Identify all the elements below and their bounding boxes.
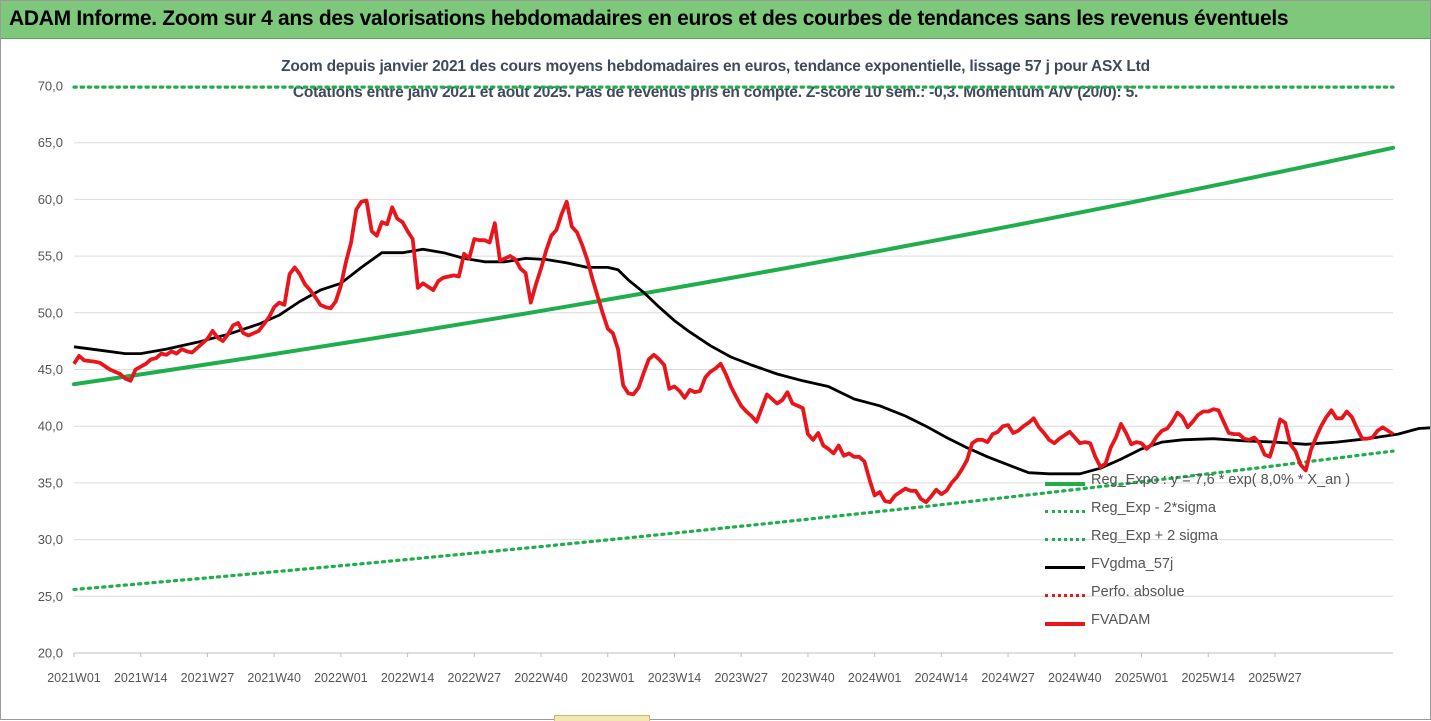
report-title: ADAM Informe. Zoom sur 4 ans des valoris… bbox=[9, 7, 1289, 30]
x-tick-label: 2024W01 bbox=[848, 671, 902, 685]
y-tick-label: 20,0 bbox=[38, 646, 63, 661]
y-tick-label: 50,0 bbox=[38, 305, 63, 320]
legend-item-trend-upper-band-line: Reg_Exp + 2 sigma bbox=[1041, 527, 1371, 555]
legend-label: Reg_Exp + 2 sigma bbox=[1091, 528, 1218, 544]
x-tick-label: 2023W01 bbox=[581, 671, 635, 685]
legend-swatch bbox=[1045, 594, 1085, 597]
y-tick-label: 60,0 bbox=[38, 192, 63, 207]
sheet-tab bbox=[554, 715, 650, 721]
y-tick-label: 45,0 bbox=[38, 362, 63, 377]
legend-item-trend-lower-band-line: Reg_Exp - 2*sigma bbox=[1041, 499, 1371, 527]
x-tick-label: 2022W01 bbox=[314, 671, 368, 685]
y-tick-label: 40,0 bbox=[38, 419, 63, 434]
trend-lower-band-line bbox=[72, 449, 1395, 592]
x-tick-label: 2021W27 bbox=[181, 671, 235, 685]
x-tick-label: 2021W01 bbox=[47, 671, 101, 685]
y-tick-label: 65,0 bbox=[38, 135, 63, 150]
x-tick-label: 2023W40 bbox=[781, 671, 835, 685]
chart-legend: Reg_Expo : y = 7,6 * exp( 8,0% * X_an ) R… bbox=[1041, 471, 1371, 639]
price-line bbox=[72, 198, 1395, 505]
legend-swatch bbox=[1045, 538, 1085, 541]
legend-item-trend-exponential-line: Reg_Expo : y = 7,6 * exp( 8,0% * X_an ) bbox=[1041, 471, 1371, 499]
legend-swatch bbox=[1045, 566, 1085, 569]
y-tick-label: 70,0 bbox=[38, 79, 63, 94]
x-tick-label: 2022W27 bbox=[448, 671, 502, 685]
x-tick-label: 2021W40 bbox=[247, 671, 301, 685]
x-tick-label: 2023W27 bbox=[714, 671, 768, 685]
x-tick-label: 2024W40 bbox=[1048, 671, 1102, 685]
x-tick-label: 2025W14 bbox=[1181, 671, 1235, 685]
legend-item-price-line: FVADAM bbox=[1041, 611, 1371, 639]
legend-item-moving-average-line: FVgdma_57j bbox=[1041, 555, 1371, 583]
x-tick-label: 2025W01 bbox=[1115, 671, 1169, 685]
legend-swatch bbox=[1045, 622, 1085, 626]
x-tick-label: 2024W14 bbox=[915, 671, 969, 685]
trend-exponential-line bbox=[72, 145, 1395, 387]
legend-label: Reg_Expo : y = 7,6 * exp( 8,0% * X_an ) bbox=[1091, 472, 1351, 488]
moving-average-line bbox=[73, 247, 1430, 476]
y-tick-label: 25,0 bbox=[38, 589, 63, 604]
y-tick-label: 35,0 bbox=[38, 475, 63, 490]
x-tick-label: 2025W27 bbox=[1248, 671, 1302, 685]
x-tick-label: 2021W14 bbox=[114, 671, 168, 685]
x-tick-label: 2023W14 bbox=[648, 671, 702, 685]
legend-swatch bbox=[1045, 482, 1085, 486]
chart-title-line-1: Zoom depuis janvier 2021 des cours moyen… bbox=[281, 58, 1150, 75]
x-tick-label: 2022W14 bbox=[381, 671, 435, 685]
chart-title-line-2: Cotations entre janv 2021 et août 2025. … bbox=[292, 84, 1139, 101]
legend-swatch bbox=[1045, 510, 1085, 513]
y-tick-label: 55,0 bbox=[38, 249, 63, 264]
y-tick-label: 30,0 bbox=[38, 532, 63, 547]
legend-label: Reg_Exp - 2*sigma bbox=[1091, 500, 1216, 516]
legend-label: FVgdma_57j bbox=[1091, 556, 1174, 572]
legend-item-absolute-performance-line: Perfo. absolue bbox=[1041, 583, 1371, 611]
x-tick-label: 2024W27 bbox=[981, 671, 1035, 685]
legend-label: FVADAM bbox=[1091, 612, 1151, 628]
legend-label: Perfo. absolue bbox=[1091, 584, 1185, 600]
x-tick-label: 2022W40 bbox=[514, 671, 568, 685]
header-banner: ADAM Informe. Zoom sur 4 ans des valoris… bbox=[1, 1, 1430, 39]
